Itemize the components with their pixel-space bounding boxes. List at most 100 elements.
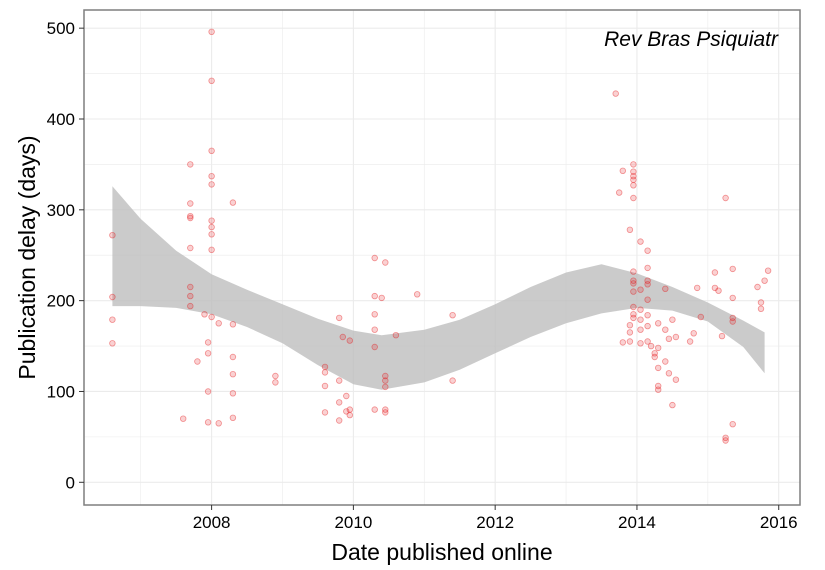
data-point [655,344,662,352]
data-point [644,312,651,319]
confidence-band [112,186,765,390]
data-point [651,350,658,357]
x-tick-label: 2010 [334,513,372,532]
data-point [662,358,669,365]
data-point [637,316,644,323]
y-tick-label: 0 [66,473,75,492]
x-tick-label: 2012 [476,513,514,532]
data-point [637,306,644,313]
data-point [336,377,343,384]
data-point [722,437,729,444]
data-point [382,377,389,384]
data-point [672,376,680,383]
data-point [630,277,637,284]
data-point [229,353,237,361]
data-point [215,320,222,327]
data-point [208,246,215,253]
data-point [672,333,680,341]
data-point [208,313,215,321]
data-point [343,392,350,400]
data-point [346,411,353,419]
data-point [371,254,378,262]
data-point [208,181,215,188]
data-point [229,199,237,206]
data-point [630,161,637,168]
data-point [644,264,651,272]
data-point [665,370,673,377]
data-point [187,161,194,168]
data-point [644,322,651,330]
data-point [612,90,619,97]
data-point [208,223,215,231]
data-point [382,372,389,380]
data-point [655,386,662,393]
data-point [630,172,637,180]
data-point [204,350,212,357]
data-point [371,343,378,351]
axes: 2008 2010 2012 2014 2016 0 100 200 300 400 500 [47,19,798,532]
data-point [346,406,353,413]
x-axis-title: Date published online [331,539,552,565]
data-point [208,217,215,224]
data-point [204,419,212,426]
data-point [630,176,637,183]
data-point [630,280,637,287]
data-point [229,321,237,328]
data-point [669,401,676,409]
data-point [630,168,637,175]
data-point [729,314,736,322]
data-point [371,311,378,318]
data-point [644,247,651,254]
data-point [626,338,634,345]
data-point [630,194,637,202]
data-point [382,409,389,416]
data-point [321,409,329,416]
data-point [761,277,768,284]
data-point [655,320,662,327]
data-point [187,212,194,220]
y-tick-label: 200 [47,292,75,311]
journal-annotation: Rev Bras Psiquiatr [604,28,779,51]
data-point [757,299,765,306]
grid [84,10,800,505]
data-point [382,406,389,413]
y-tick-label: 100 [47,382,75,401]
data-point [371,292,378,300]
data-point [336,417,343,424]
data-point [697,313,704,321]
data-point [194,358,201,365]
data-point [637,238,644,245]
data-point [204,339,212,346]
data-point [722,434,729,441]
y-tick-label: 300 [47,201,75,220]
x-tick-label: 2016 [760,513,798,532]
data-point [392,332,400,339]
data-point [626,226,634,233]
data-point [637,340,644,347]
data-point [187,283,194,291]
data-point [346,337,353,344]
data-point [644,281,651,288]
data-point [655,382,662,390]
data-point [647,342,655,350]
data-point [272,379,279,386]
data-point [662,285,669,292]
data-point [637,326,644,333]
y-axis-title: Publication delay (days) [14,135,40,379]
data-point [626,322,634,329]
data-point [215,420,222,427]
data-point [201,311,208,318]
data-point [109,340,116,347]
data-point [449,377,456,384]
data-point [187,302,194,310]
data-point [669,316,676,323]
data-point [229,414,237,421]
data-point [686,338,694,345]
data-point [729,421,736,428]
data-point [187,200,194,207]
data-point [690,330,697,337]
data-point [321,382,329,390]
smooth-band [112,186,765,390]
data-point [208,231,215,238]
data-point [630,268,637,275]
